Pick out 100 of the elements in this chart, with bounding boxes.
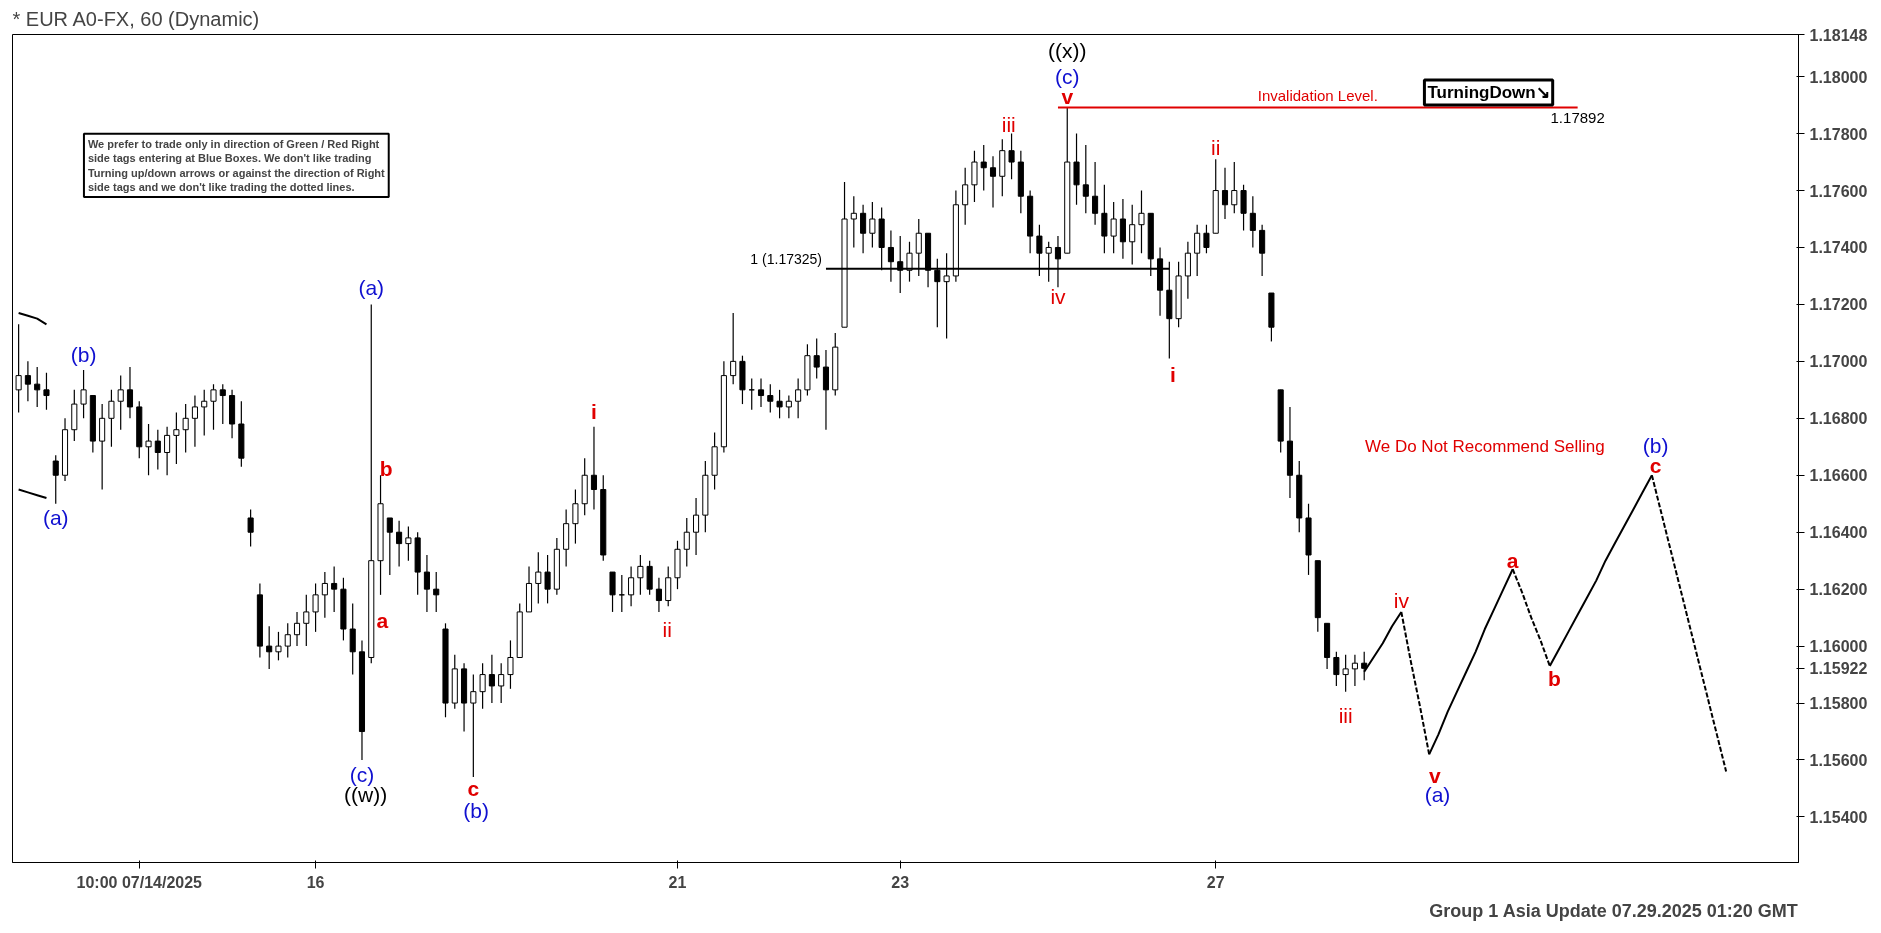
candlestick <box>247 508 254 548</box>
y-tick-label: 1.17000 <box>1809 353 1868 371</box>
candlestick <box>52 454 59 505</box>
y-tick-label: 1.15400 <box>1809 808 1868 826</box>
candlestick <box>164 426 171 476</box>
candlestick <box>1333 651 1340 687</box>
x-tick-label: 21 <box>668 873 687 891</box>
candlestick <box>321 571 328 619</box>
candlestick <box>1129 204 1136 266</box>
candlestick <box>80 369 87 419</box>
candlestick <box>655 577 662 613</box>
candlestick <box>349 602 356 676</box>
candlestick <box>284 622 291 659</box>
candlestick <box>1008 132 1015 180</box>
annotation: We prefer to trade only in direction of Green / Red Right side tags entering at Blue Boxes. We don't like trading Turning up/down arrows or against the direction of Right side tags and we don't like trading the dotted lines. <box>87 137 386 194</box>
annotation: (a) <box>358 276 385 300</box>
candlestick <box>1240 184 1247 231</box>
candlestick <box>126 366 134 419</box>
candlestick <box>628 565 635 607</box>
annotation: iv <box>1050 284 1067 308</box>
candlestick <box>396 520 403 567</box>
annotation: iv <box>1393 589 1410 613</box>
candlestick <box>108 389 115 448</box>
annotation: i <box>591 399 597 423</box>
y-tick-label: 1.18148 <box>1809 26 1868 44</box>
annotation: c <box>467 777 480 801</box>
candlestick <box>99 403 106 491</box>
y-tick-label: 1.17400 <box>1809 239 1868 257</box>
series-label: Invalidation Level. <box>1257 87 1378 105</box>
candlestick <box>618 574 625 613</box>
candlestick <box>1259 224 1266 277</box>
annotation: iii <box>1001 113 1016 137</box>
line-series <box>17 311 48 326</box>
y-tick-label: 1.17800 <box>1809 125 1868 143</box>
candlestick <box>507 639 514 690</box>
candlestick <box>266 625 273 670</box>
annotation: ii <box>662 618 672 642</box>
y-tick-label: 1.15600 <box>1809 752 1868 769</box>
candlestick <box>423 554 430 613</box>
candlestick <box>590 426 598 511</box>
text: Group 1 Asia Update 07.29.2025 01:20 GMT <box>1429 900 1798 921</box>
candlestick <box>1101 184 1108 254</box>
candlestick <box>1119 198 1126 260</box>
annotation: (c) <box>1055 65 1080 89</box>
candlestick <box>470 673 477 778</box>
candlestick <box>535 551 542 604</box>
candlestick <box>730 312 737 385</box>
candlestick <box>1110 201 1117 254</box>
candlestick <box>34 366 41 408</box>
candlestick <box>860 204 867 254</box>
annotation: (b) <box>70 342 97 366</box>
candlestick <box>1138 189 1145 254</box>
candlestick <box>312 582 319 633</box>
candlestick <box>822 349 830 431</box>
candlestick <box>1203 224 1210 254</box>
candlestick <box>1073 132 1080 206</box>
candlestick <box>609 571 616 613</box>
x-tick-label: 23 <box>891 873 910 891</box>
candlestick <box>757 377 765 408</box>
y-tick-label: 1.16600 <box>1809 467 1868 485</box>
chart-title: * EUR A0-FX, 60 (Dynamic) <box>12 7 260 30</box>
candlestick <box>850 195 857 249</box>
annotation: b <box>379 456 393 480</box>
candlestick <box>813 337 820 380</box>
candlestick <box>693 497 700 556</box>
annotation: iii <box>1338 704 1353 728</box>
candlestick <box>1194 224 1201 277</box>
y-tick-label: 1.16000 <box>1809 638 1868 656</box>
annotation: a <box>376 609 389 633</box>
candlestick <box>303 594 310 647</box>
annotation: We Do Not Recommend Selling <box>1365 436 1605 456</box>
annotation: b <box>1548 667 1561 691</box>
candlestick <box>43 372 50 411</box>
data-label: 1.17892 <box>1550 109 1605 127</box>
candlestick <box>1342 654 1349 693</box>
x-tick-label: 10:00 07/14/2025 <box>76 873 203 891</box>
candlestick <box>275 631 282 661</box>
candlestick <box>776 389 783 419</box>
candlestick <box>433 571 440 613</box>
y-tick-label: 1.15922 <box>1809 660 1868 678</box>
candlestick <box>646 560 653 596</box>
line-series <box>17 488 48 500</box>
candlestick <box>479 662 486 710</box>
y-tick-label: 1.16800 <box>1809 410 1868 428</box>
x-tick-label: 27 <box>1206 873 1225 891</box>
series-label: 1 (1.17325) <box>750 250 822 267</box>
candlestick <box>683 517 690 567</box>
candlestick <box>869 201 876 249</box>
candlestick <box>1231 161 1238 214</box>
candlestick <box>15 323 22 414</box>
y-tick-label: 1.15800 <box>1809 695 1868 713</box>
y-tick-label: 1.18000 <box>1809 68 1868 86</box>
candlestick <box>405 525 412 562</box>
annotation: i <box>1170 363 1176 387</box>
candlestick <box>201 389 208 436</box>
candlestick <box>971 150 978 203</box>
candlestick <box>145 423 152 476</box>
x-tick-label: 16 <box>306 873 325 891</box>
candlestick <box>219 383 226 425</box>
candlestick <box>980 144 987 192</box>
